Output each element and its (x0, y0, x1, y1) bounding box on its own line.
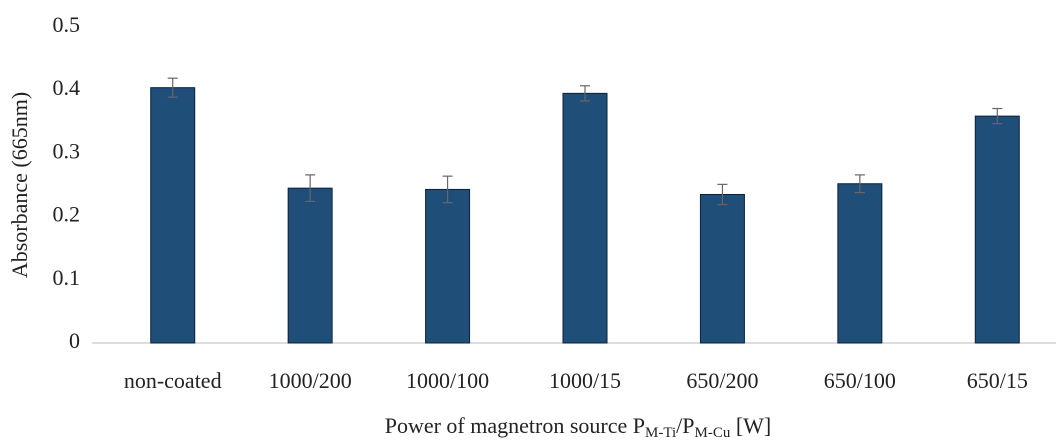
bar (699, 193, 745, 344)
bar (425, 188, 471, 344)
error-bar (854, 174, 865, 194)
bar (562, 92, 608, 344)
bar (287, 187, 333, 344)
error-bar (717, 183, 728, 206)
y-axis-title: Absorbance (665nm) (7, 92, 32, 278)
x-title-part: /P (676, 413, 694, 438)
x-tick-label: 1000/200 (269, 368, 352, 393)
y-tick-label: 0.2 (53, 202, 81, 227)
error-bar (580, 85, 590, 102)
x-tick-label: 1000/15 (549, 368, 621, 393)
x-title-sub: M-Ti (645, 425, 676, 441)
bar (974, 115, 1020, 344)
error-bar (992, 107, 1003, 125)
x-tick-label: 650/15 (967, 368, 1028, 393)
x-tick-label: 650/100 (824, 368, 896, 393)
y-tick-label: 0.5 (53, 12, 81, 37)
x-tick-label: 650/200 (686, 368, 758, 393)
x-tick-label: 1000/100 (406, 368, 489, 393)
y-tick-label: 0.1 (53, 265, 81, 290)
y-tick-label: 0.4 (53, 75, 81, 100)
x-tick-label: non-coated (124, 368, 222, 393)
error-bar (442, 175, 453, 204)
x-axis-title: Power of magnetron source PM-Ti/PM-Cu [W… (385, 413, 772, 441)
bar (837, 183, 883, 344)
bar (150, 87, 196, 344)
error-bar (167, 77, 178, 98)
x-title-part: [W] (730, 413, 771, 438)
y-tick-label: 0.3 (53, 138, 81, 163)
error-bar (305, 174, 316, 203)
x-title-sub: M-Cu (695, 425, 731, 441)
x-title-part: Power of magnetron source P (385, 413, 645, 438)
y-tick-label: 0 (69, 328, 80, 353)
